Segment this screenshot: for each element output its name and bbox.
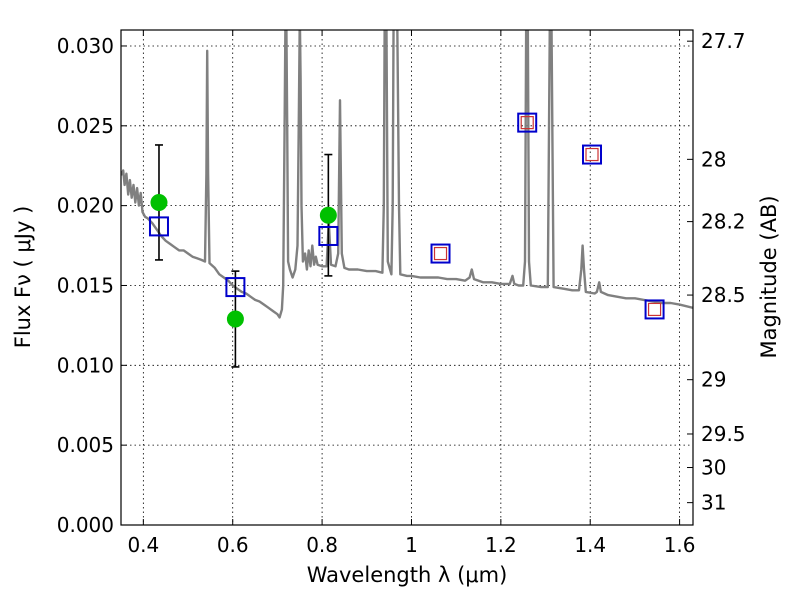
axes: 0.4 0.6 0.8 1 1.2 1.4 1.6 0.000 0.005 0.010 0.015 0… xyxy=(57,29,746,557)
right-tick-label: 30 xyxy=(701,456,726,480)
x-tick-label: 1 xyxy=(405,533,418,557)
observed-point xyxy=(319,206,337,224)
right-tick-label: 28 xyxy=(701,147,726,171)
y-tick-label: 0.025 xyxy=(57,114,114,138)
right-tick-label: 29 xyxy=(701,368,726,392)
model-band-square xyxy=(517,112,538,133)
right-tick-label: 28.5 xyxy=(701,283,746,307)
x-axis-label: Wavelength λ (μm) xyxy=(307,563,508,587)
y-tick-label: 0.005 xyxy=(57,433,114,457)
right-tick-label: 29.5 xyxy=(701,422,746,446)
x-tick-label: 0.6 xyxy=(217,533,249,557)
x-tick-label: 1.6 xyxy=(664,533,696,557)
model-band-square xyxy=(430,243,451,264)
model-band-square xyxy=(148,216,169,237)
x-tick-label: 0.8 xyxy=(306,533,338,557)
model-band-square xyxy=(318,225,339,246)
right-tick-label: 31 xyxy=(701,491,726,515)
model-band-inner-square xyxy=(520,116,534,130)
plot-area xyxy=(121,30,693,368)
y-tick-label: 0.030 xyxy=(57,34,114,58)
plot-frame xyxy=(120,29,694,526)
y-tick-label: 0.020 xyxy=(57,194,114,218)
y-tick-label: 0.000 xyxy=(57,513,114,537)
observed-point xyxy=(226,310,244,328)
model-band-inner-square xyxy=(647,302,662,317)
model-band-square xyxy=(644,299,665,320)
sed-model-line xyxy=(121,30,693,319)
observed-point xyxy=(150,193,168,211)
model-band-inner-square xyxy=(585,147,599,162)
x-tick-label: 0.4 xyxy=(127,533,159,557)
model-band-square xyxy=(582,144,603,165)
y-tick-label: 0.010 xyxy=(57,353,114,377)
right-axis-label: Magnitude (AB) xyxy=(757,195,781,358)
model-band-square xyxy=(225,277,246,298)
y-axis-label: Flux Fν ( μJy ) xyxy=(11,206,35,349)
right-tick-label: 27.7 xyxy=(701,29,746,53)
x-tick-label: 1.2 xyxy=(485,533,517,557)
model-band-inner-square xyxy=(433,246,448,261)
right-tick-label: 28.2 xyxy=(701,210,746,234)
y-tick-label: 0.015 xyxy=(57,273,114,297)
x-tick-label: 1.4 xyxy=(574,533,606,557)
